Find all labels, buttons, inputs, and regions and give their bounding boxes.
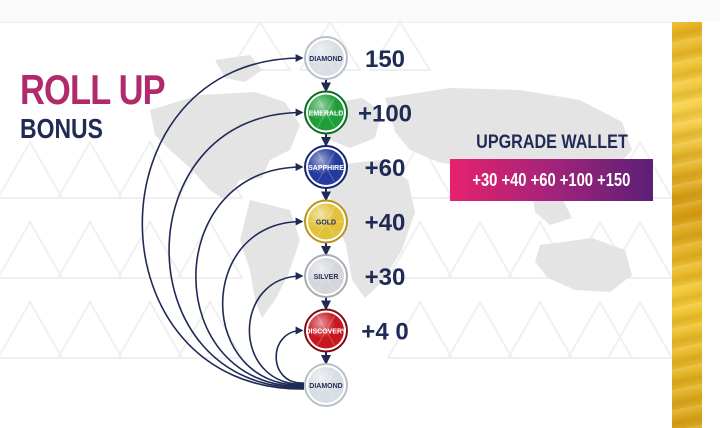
return-arc — [195, 163, 305, 388]
return-arc — [168, 108, 305, 389]
pattern-triangle — [0, 299, 64, 359]
return-arc — [221, 217, 305, 387]
pattern-triangle — [606, 299, 674, 359]
tier-gem-emerald: EMERALD — [304, 90, 348, 135]
tier-name: SILVER — [314, 274, 339, 281]
gem-shine — [308, 94, 344, 131]
return-arc — [275, 326, 305, 384]
tier-gem-gold: GOLD — [304, 199, 348, 244]
tier-value: +30 — [365, 264, 406, 291]
upgrade-wallet-bar: +30 +40 +60 +100 +150 — [450, 159, 653, 201]
pattern-triangle — [446, 219, 514, 279]
return-arc — [141, 54, 305, 390]
gem-shine — [308, 40, 344, 76]
tier-list: DIAMOND EMERALD SAPPHIRE GOLD SILVER DISCOVER… — [304, 36, 348, 407]
pattern-triangle — [176, 299, 244, 359]
upgrade-wallet-values: +30 +40 +60 +100 +150 — [472, 169, 631, 190]
right-margin — [702, 22, 720, 428]
pattern-triangle — [116, 299, 184, 359]
tier-value: +60 — [365, 155, 406, 182]
pattern-triangle — [386, 219, 454, 279]
gem-shine — [308, 367, 344, 403]
tier-name: EMERALD — [309, 111, 344, 118]
pattern-triangle — [446, 299, 514, 359]
pattern-triangle — [0, 139, 64, 199]
page-title: ROLL UP — [20, 66, 166, 113]
gem-shine — [308, 203, 344, 240]
upgrade-wallet-title: UPGRADE WALLET — [476, 132, 628, 153]
gem-shine — [308, 312, 344, 349]
pattern-triangle — [0, 219, 64, 279]
page-subtitle: BONUS — [20, 113, 103, 144]
tier-value: +4 0 — [361, 319, 408, 346]
tier-gem-sapphire: SAPPHIRE — [304, 145, 348, 189]
pattern-triangle — [56, 139, 124, 199]
gem-shine — [308, 258, 344, 294]
tier-name: DISCOVERY — [306, 329, 347, 336]
tier-name: SAPPHIRE — [308, 165, 344, 172]
pattern-triangle — [368, 20, 432, 71]
pattern-triangle — [566, 299, 634, 359]
pattern-triangle — [116, 139, 184, 199]
pattern-triangle — [506, 299, 574, 359]
pattern-triangle — [176, 219, 244, 279]
tier-value: +40 — [365, 210, 406, 237]
pattern-triangle — [116, 219, 184, 279]
tier-value: 150 — [365, 46, 405, 73]
tier-gem-discovery: DISCOVERY — [304, 308, 348, 353]
tier-name: DIAMOND — [309, 383, 342, 390]
pattern-triangle — [386, 139, 454, 199]
return-arcs — [141, 54, 305, 390]
return-arc — [248, 272, 305, 386]
gold-foil-strip — [672, 22, 702, 428]
tier-gem-diamond: DIAMOND — [304, 36, 348, 80]
tier-gem-silver: SILVER — [304, 254, 348, 298]
tier-name: GOLD — [316, 220, 336, 227]
pattern-triangle — [56, 219, 124, 279]
tier-values: 150 +100 +60 +40 +30 +4 0 — [358, 46, 412, 346]
tier-value: +100 — [358, 101, 412, 128]
tier-name: DIAMOND — [309, 56, 342, 63]
top-strip — [0, 0, 720, 23]
pattern-triangle — [56, 299, 124, 359]
gem-shine — [308, 149, 344, 185]
tier-gem-diamond: DIAMOND — [304, 363, 348, 407]
pattern-triangle — [386, 299, 454, 359]
